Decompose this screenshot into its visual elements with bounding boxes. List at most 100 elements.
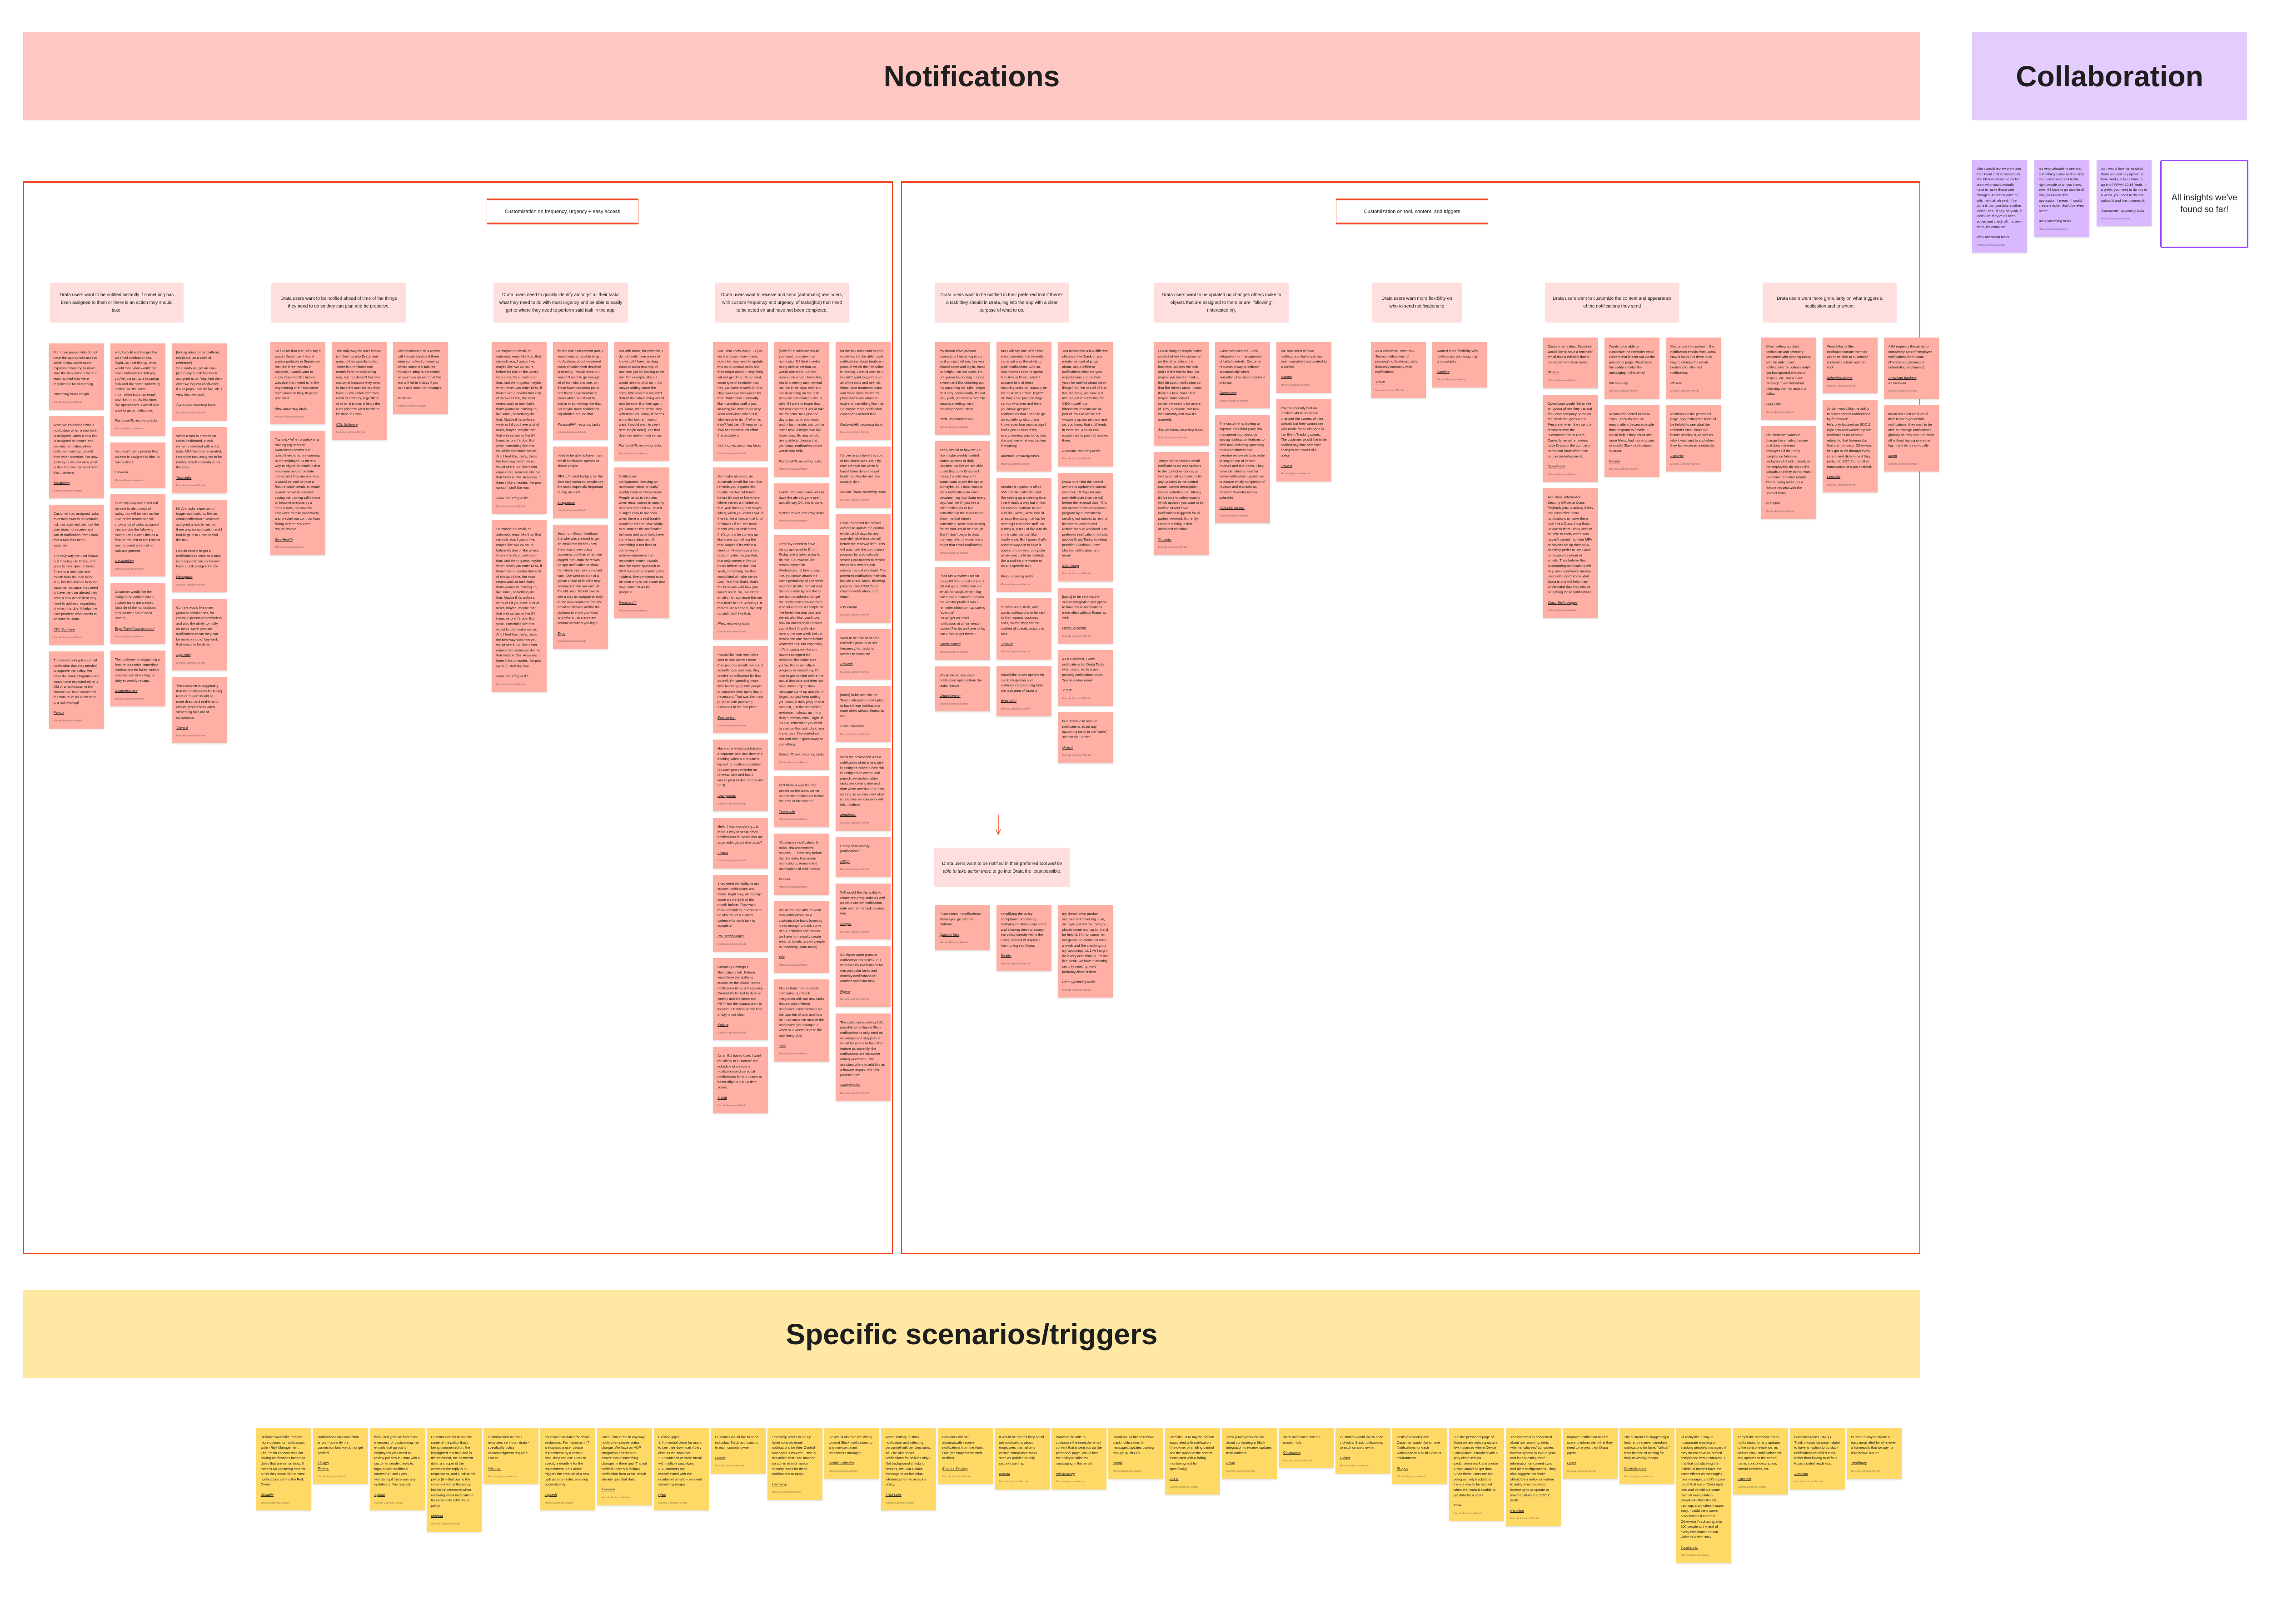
sticky-note[interactable]: I'd love to just have this sort of two p… — [836, 446, 891, 508]
sticky-note[interactable]: customization to email templates sent fr… — [483, 1428, 538, 1485]
note-source[interactable]: OpenSesame — [939, 642, 961, 646]
note-source[interactable]: Velaspan — [1765, 501, 1780, 506]
sticky-note[interactable]: But I also know that if.... I just set i… — [713, 342, 768, 462]
note-source[interactable]: Contentsquare — [115, 689, 138, 693]
sticky-note[interactable]: What we envisioned was a notification wh… — [49, 416, 104, 499]
sticky-note[interactable]: The customer wants to change the emailin… — [1761, 426, 1816, 519]
note-source[interactable]: Syndio — [374, 1492, 385, 1497]
note-source[interactable]: TRM Labs — [1765, 402, 1782, 406]
sticky-note[interactable]: Kandji would like to receive slack notif… — [1108, 1428, 1163, 1479]
sticky-note[interactable]: slack notification when a monitor fails C… — [1278, 1428, 1334, 1469]
sticky-note[interactable]: Want to be able to send a reminder (manu… — [836, 629, 891, 680]
note-source[interactable]: Lyvoc — [1567, 1461, 1576, 1465]
sticky-note[interactable]: for the risk assessment part, I would wa… — [553, 342, 608, 440]
note-source[interactable]: Intercom — [601, 1487, 615, 1492]
note-source[interactable]: Covariance — [1283, 1450, 1301, 1455]
frame-frequency-urgency[interactable] — [23, 181, 893, 1254]
note-source[interactable]: Nimble Robotics — [828, 1461, 854, 1465]
sticky-note[interactable]: Customer has assigned tasks to certain o… — [49, 505, 104, 646]
sticky-note[interactable]: I could imagine maybe some conflict wher… — [1153, 342, 1209, 446]
note-source[interactable]: Kandji — [1112, 1461, 1122, 1465]
sticky-note[interactable]: ABA requests the ability to completely t… — [1883, 338, 1939, 399]
sticky-note[interactable]: Hello, I was wondering... is there a way… — [713, 818, 768, 869]
sticky-note[interactable]: Matias from Juro requests combining our … — [774, 979, 830, 1062]
note-source[interactable]: Skupos — [1396, 1466, 1409, 1470]
note-source[interactable]: Triallibrary — [1851, 1461, 1867, 1465]
sticky-note[interactable]: my dream drive product scenario is I nev… — [1057, 905, 1113, 998]
sticky-note[interactable]: Customer wants to see the name of the po… — [426, 1428, 482, 1532]
note-source[interactable]: Movella — [431, 1514, 443, 1518]
note-source[interactable]: Metabolon — [53, 481, 70, 485]
note-source[interactable]: Twinstake — [176, 475, 192, 480]
note-source[interactable]: Quixotic labs — [939, 932, 960, 937]
note-source[interactable]: Skupos — [1548, 370, 1560, 375]
sticky-note[interactable]: Custom reminders. Customer would like to… — [1543, 338, 1599, 388]
sticky-note[interactable]: They'd like to receive email notificatio… — [1153, 452, 1209, 555]
sticky-note[interactable]: Jess from Expo - feedback that she was p… — [553, 524, 608, 649]
note-source[interactable]: Knak — [1453, 1503, 1462, 1508]
note-source[interactable]: OpenAsset — [1548, 464, 1565, 469]
sticky-note[interactable]: But I will say one of the nice enhanceme… — [996, 342, 1051, 472]
sticky-note[interactable]: When setting up slack notification and s… — [881, 1428, 936, 1511]
note-source[interactable]: Recognize — [176, 575, 193, 579]
sticky-note[interactable]: Notifications for connection errors - cu… — [313, 1428, 368, 1485]
note-source[interactable]: Tenable — [1001, 641, 1013, 646]
sticky-note[interactable]: For those people who do not have the app… — [49, 343, 104, 410]
note-source[interactable]: Intercom — [488, 1466, 502, 1470]
sticky-note[interactable]: What we envisioned was a notification wh… — [836, 748, 891, 831]
sticky-note[interactable]: Learnship wants to set up failed control… — [767, 1428, 822, 1500]
sticky-note[interactable]: Like I would review them and then hand i… — [1972, 160, 2027, 253]
sticky-note[interactable]: he doesn't get a prompt that an item is … — [110, 442, 165, 488]
note-source[interactable]: Kandece — [1510, 1508, 1524, 1513]
note-source[interactable]: GoGuardian — [115, 559, 134, 563]
note-source[interactable]: Klaviyo Rimsys — [317, 1461, 329, 1470]
sticky-note[interactable]: Jordan would like the ability to select … — [1822, 400, 1878, 493]
note-source[interactable]: Y Soft — [1375, 380, 1385, 384]
sticky-note[interactable]: Changed to weekly [notifications] NZQA Mar… — [836, 837, 891, 877]
sticky-note[interactable]: As a customer, I want notifications for … — [1057, 650, 1113, 706]
sticky-note[interactable]: When setting up slack notification and s… — [1761, 338, 1816, 420]
note-source[interactable]: Withluminary — [840, 1083, 860, 1088]
note-source[interactable]: Lucidworks — [1680, 1545, 1698, 1550]
note-source[interactable]: Expo — [557, 631, 566, 636]
note-source[interactable]: IntelliSurvey — [1056, 1471, 1075, 1476]
sticky-note[interactable]: Drata to remind the control owners to up… — [836, 514, 891, 623]
sticky-note[interactable]: So maybe an email, an automatic email li… — [491, 520, 547, 692]
note-source[interactable]: Oyster — [1340, 1455, 1350, 1460]
note-source[interactable]: CDL Software — [336, 422, 358, 427]
note-source[interactable]: Learnship — [772, 1482, 787, 1486]
note-source[interactable]: Pjam — [658, 1492, 667, 1497]
sticky-note[interactable]: Frustrations in notifications - Makes yo… — [935, 905, 990, 950]
note-source[interactable]: Covantis — [1158, 537, 1172, 541]
note-source[interactable]: Ergo Travel Insurance Ltd — [115, 626, 154, 631]
sticky-note[interactable]: I wish there was some way to have the al… — [774, 483, 830, 529]
sticky-note[interactable]: The customer is asking if it's possible … — [836, 1013, 891, 1101]
sticky-note[interactable]: [talking about other platform, not Drata… — [171, 343, 227, 421]
sticky-note[interactable]: Improve notification to end users to inf… — [1562, 1428, 1618, 1479]
sticky-note[interactable]: But with tasks, for example, I do not re… — [614, 342, 669, 462]
sticky-note[interactable]: Currently only one email will be sent to… — [110, 494, 165, 577]
note-source[interactable]: Skillable — [260, 1492, 274, 1497]
sticky-note[interactable]: We need to be able to send task notifica… — [774, 901, 830, 973]
sticky-note[interactable]: Wants to be able to customize the remind… — [1051, 1428, 1106, 1490]
sticky-note[interactable]: Customer (and CSM :) ) Think it would be… — [1789, 1428, 1845, 1490]
note-source[interactable]: Eyes of AI — [1001, 699, 1016, 703]
sticky-note[interactable]: wanted more flexibility with notificatio… — [1432, 342, 1487, 387]
sticky-note[interactable]: The customer is looking to improve their… — [1215, 415, 1270, 524]
sticky-note[interactable]: Truveta recently had an incident where s… — [1276, 399, 1331, 482]
note-source[interactable]: Truveta — [1280, 463, 1292, 468]
note-source[interactable]: Schneiderdowns — [1827, 375, 1853, 380]
sticky-note[interactable]: So I would love for, to slack them and j… — [2096, 160, 2152, 227]
note-source[interactable]: Metabolon — [840, 813, 857, 817]
note-source[interactable]: IntelliSurvey — [1609, 381, 1628, 385]
note-source[interactable]: ChaosSearch — [939, 694, 961, 698]
sticky-note[interactable]: It's very valuable to see that something… — [2034, 160, 2089, 237]
sticky-note[interactable]: Training:• When a policy or a training (… — [270, 431, 325, 555]
sticky-note[interactable]: Ideon does not want all of their team to… — [1883, 405, 1939, 472]
sticky-note[interactable]: Would like to see slack notification opt… — [935, 666, 990, 712]
note-source[interactable]: AppOmni — [176, 652, 191, 657]
note-source[interactable]: Hotstar — [1280, 375, 1292, 379]
sticky-note[interactable]: Customer would like to send individual S… — [1335, 1428, 1390, 1474]
